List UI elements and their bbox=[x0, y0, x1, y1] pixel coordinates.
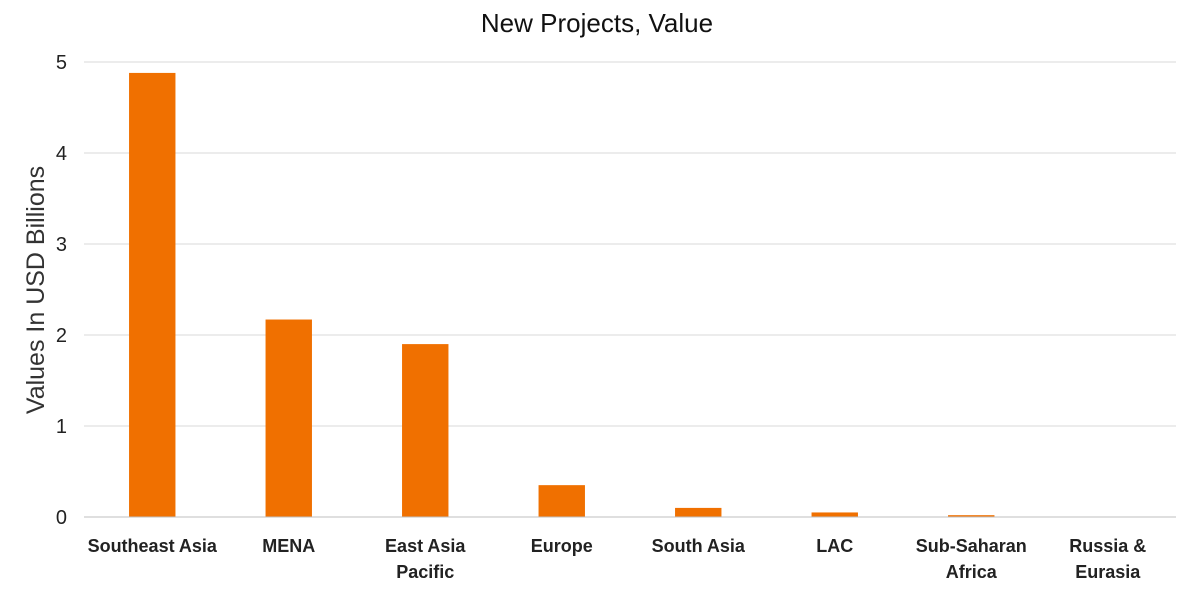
bar bbox=[265, 319, 312, 517]
y-tick-label: 5 bbox=[56, 52, 67, 74]
bar bbox=[538, 485, 585, 517]
y-tick-label: 1 bbox=[56, 416, 67, 438]
bar bbox=[129, 72, 176, 518]
y-tick-label: 3 bbox=[56, 234, 67, 256]
x-tick-label: LAC bbox=[816, 536, 853, 556]
x-tick-label-line: MENA bbox=[262, 536, 315, 556]
y-axis-ticks: 0 1 2 3 4 5 bbox=[56, 52, 67, 529]
x-tick-label-line: Africa bbox=[946, 562, 998, 582]
x-tick-label-line: East Asia bbox=[385, 536, 466, 556]
x-tick-label-line: Russia & bbox=[1069, 536, 1146, 556]
x-tick-label: Sub-Saharan Africa bbox=[916, 536, 1027, 582]
gridlines bbox=[84, 61, 1176, 427]
x-tick-label-line: LAC bbox=[816, 536, 853, 556]
bar bbox=[811, 512, 858, 517]
x-axis-ticks: Southeast Asia MENA East Asia Pacific Europe… bbox=[88, 536, 1147, 582]
x-tick-label: Russia & Eurasia bbox=[1069, 536, 1146, 582]
y-axis-label: Values In USD Billions bbox=[22, 166, 50, 414]
x-tick-label-line: Eurasia bbox=[1075, 562, 1141, 582]
x-tick-label-line: Pacific bbox=[396, 562, 454, 582]
chart-title: New Projects, Value bbox=[481, 8, 713, 38]
x-tick-label: Europe bbox=[531, 536, 593, 556]
x-tick-label-line: Europe bbox=[531, 536, 593, 556]
y-tick-label: 4 bbox=[56, 143, 67, 165]
bar bbox=[675, 507, 722, 517]
y-tick-label: 0 bbox=[56, 507, 67, 529]
bars bbox=[129, 72, 995, 518]
x-tick-label: South Asia bbox=[652, 536, 746, 556]
bar bbox=[402, 344, 449, 517]
x-tick-label-line: Sub-Saharan bbox=[916, 536, 1027, 556]
x-tick-label: Southeast Asia bbox=[88, 536, 218, 556]
y-tick-label: 2 bbox=[56, 325, 67, 347]
bar bbox=[948, 515, 995, 517]
x-tick-label: East Asia Pacific bbox=[385, 536, 466, 582]
x-tick-label-line: Southeast Asia bbox=[88, 536, 218, 556]
x-tick-label: MENA bbox=[262, 536, 315, 556]
x-tick-label-line: South Asia bbox=[652, 536, 746, 556]
